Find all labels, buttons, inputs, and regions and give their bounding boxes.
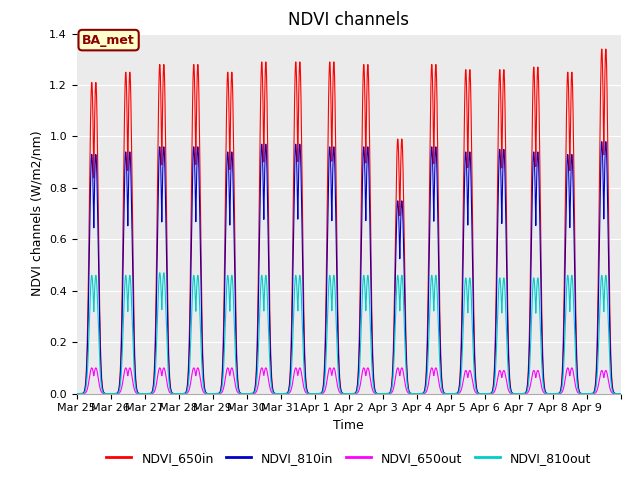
Y-axis label: NDVI channels (W/m2/nm): NDVI channels (W/m2/nm) [31, 131, 44, 297]
Title: NDVI channels: NDVI channels [288, 11, 410, 29]
Text: BA_met: BA_met [82, 34, 135, 47]
X-axis label: Time: Time [333, 419, 364, 432]
Legend: NDVI_650in, NDVI_810in, NDVI_650out, NDVI_810out: NDVI_650in, NDVI_810in, NDVI_650out, NDV… [101, 447, 596, 469]
